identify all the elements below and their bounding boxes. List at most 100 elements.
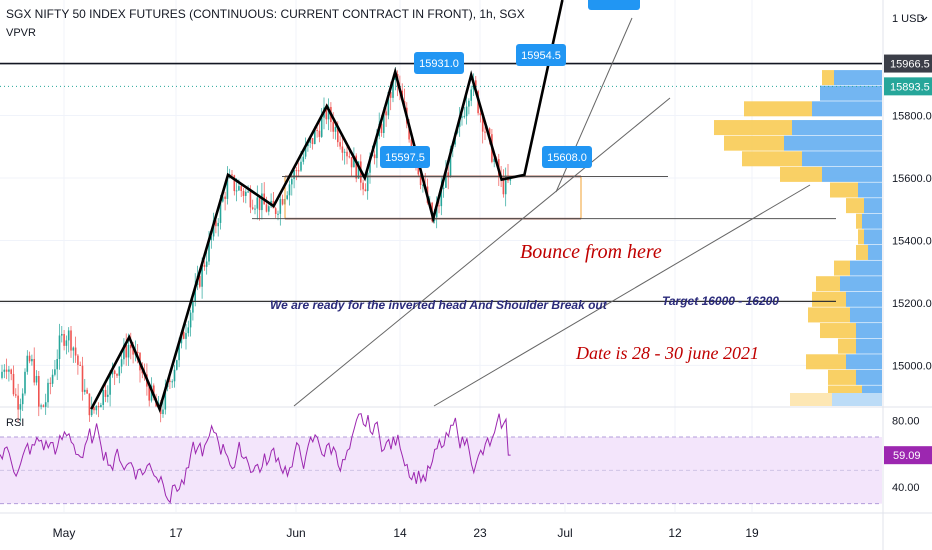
candle-body xyxy=(387,91,390,116)
candle-body xyxy=(116,374,118,376)
volume-profile-bar-down xyxy=(822,70,834,86)
candle-body xyxy=(141,370,144,374)
candle-body xyxy=(162,409,164,415)
price-callout-label: 15597.5 xyxy=(385,152,425,164)
candle-body xyxy=(77,355,79,365)
volume-profile-bar-up xyxy=(820,85,882,101)
candle-body xyxy=(118,366,121,376)
candle-body xyxy=(316,130,318,132)
candle-body xyxy=(208,239,210,262)
candle-body xyxy=(109,374,111,395)
candle-body xyxy=(348,156,351,158)
candle-body xyxy=(63,334,65,346)
candle-body xyxy=(132,348,134,355)
time-tick-label: 12 xyxy=(668,526,682,540)
candle-body xyxy=(54,369,56,375)
candle-body xyxy=(268,206,270,212)
volume-profile-bar-up xyxy=(846,291,882,307)
candle-body xyxy=(90,407,93,416)
candle-body xyxy=(79,364,81,366)
volume-profile-bar-up xyxy=(840,276,882,292)
volume-profile-bar-up xyxy=(864,198,882,214)
candle-body xyxy=(72,347,75,351)
candle-body xyxy=(104,389,107,397)
candle-body xyxy=(502,178,505,195)
candle-body xyxy=(389,91,392,98)
candle-body xyxy=(26,355,29,372)
candle-body xyxy=(286,195,288,199)
last-high-price-box xyxy=(884,54,932,73)
candle-body xyxy=(235,190,238,192)
time-tick-label: 17 xyxy=(169,526,183,540)
price-tick-label: 15400.0 xyxy=(892,235,932,247)
inverted-head-shoulders-pattern xyxy=(90,0,564,413)
candle-body xyxy=(86,389,88,394)
current-price-box xyxy=(884,77,932,96)
candle-body xyxy=(189,312,192,328)
volume-profile-bar-down xyxy=(724,135,784,151)
time-tick-label: Jul xyxy=(557,526,572,540)
rsi-tick-label: 80.00 xyxy=(892,415,920,427)
annotation-pattern: We are ready for the inverted head And S… xyxy=(270,298,608,312)
volume-profile-bar-down xyxy=(820,323,856,339)
grid xyxy=(0,0,882,512)
candle-body xyxy=(231,174,233,176)
candle-body xyxy=(84,389,86,392)
candle-body xyxy=(1,371,3,378)
candle-body xyxy=(173,369,176,382)
time-tick-label: Jun xyxy=(286,526,305,540)
candle-body xyxy=(274,208,277,214)
candle-body xyxy=(302,156,305,162)
candle-body xyxy=(203,264,206,267)
candle-body xyxy=(295,170,298,172)
candle-body xyxy=(24,371,26,394)
candle-body xyxy=(350,157,353,168)
candle-body xyxy=(49,382,52,384)
candle-body xyxy=(346,151,348,157)
rsi-line xyxy=(0,413,511,504)
candle-body xyxy=(74,347,77,356)
candle-body xyxy=(392,80,394,98)
candle-body xyxy=(279,199,282,214)
candle-body xyxy=(240,186,242,191)
price-callout: 15954.5 xyxy=(516,44,566,66)
candle-body xyxy=(438,205,440,207)
candle-body xyxy=(194,285,196,302)
candle-body xyxy=(493,158,495,162)
candle-body xyxy=(136,351,139,353)
candle-body xyxy=(8,369,10,372)
candle-body xyxy=(327,106,330,120)
candle-body xyxy=(366,172,369,192)
candle-body xyxy=(38,375,40,407)
volume-profile-bar-down xyxy=(828,369,856,385)
candle-body xyxy=(56,359,58,370)
candle-body xyxy=(5,369,8,372)
volume-profile-bar-down xyxy=(790,393,832,406)
candle-body xyxy=(297,170,300,172)
time-tick-label: 19 xyxy=(745,526,759,540)
candle-body xyxy=(504,175,507,195)
indicator-label[interactable]: VPVR xyxy=(6,27,36,39)
rsi-title: RSI xyxy=(6,417,24,429)
candle-body xyxy=(468,100,470,107)
candle-body xyxy=(61,334,63,336)
candle-body xyxy=(307,142,309,147)
candle-body xyxy=(245,191,247,196)
volume-profile-bar-down xyxy=(780,166,822,182)
candle-body xyxy=(261,193,263,211)
last-high-price-label: 15966.5 xyxy=(890,59,930,71)
candle-body xyxy=(238,186,240,191)
volume-profile-bar-up xyxy=(846,354,882,370)
candle-body xyxy=(42,405,45,407)
volume-profile-bar-down xyxy=(858,229,864,245)
candle-body xyxy=(265,204,268,212)
candle-body xyxy=(357,161,360,179)
candle-body xyxy=(320,117,323,137)
candle-body xyxy=(176,360,178,370)
price-callout-label: 15931.0 xyxy=(419,58,459,70)
candle-body xyxy=(233,175,236,192)
price-callout: 15597.5 xyxy=(380,146,430,168)
candle-body xyxy=(44,402,47,407)
